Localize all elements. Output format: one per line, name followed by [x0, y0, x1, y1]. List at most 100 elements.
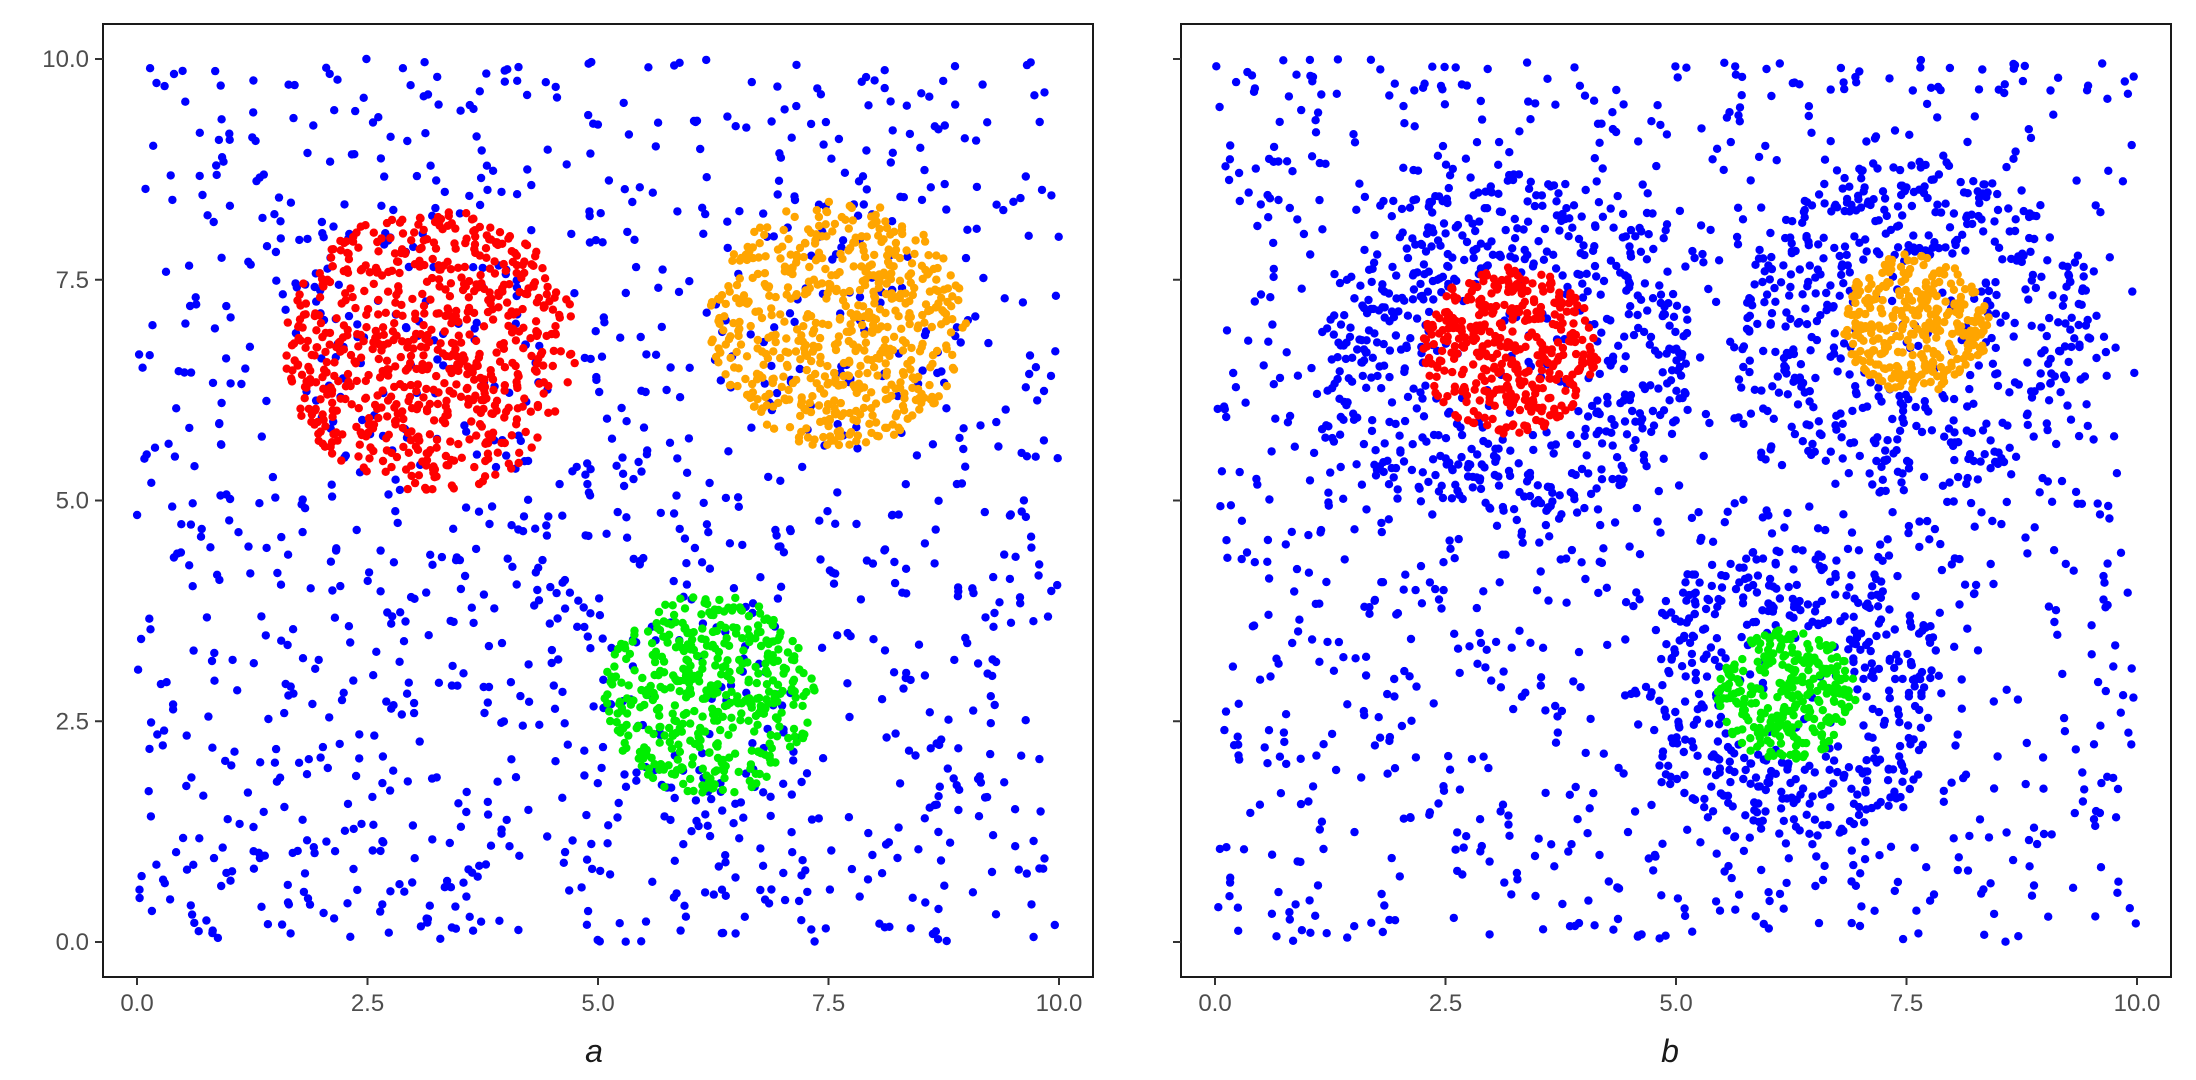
scatter-point [1631, 436, 1640, 445]
scatter-point [1293, 215, 1302, 224]
scatter-point [419, 321, 428, 330]
scatter-point [1385, 372, 1394, 382]
scatter-point [864, 101, 873, 110]
scatter-point [540, 302, 549, 311]
scatter-point [2029, 432, 2038, 441]
scatter-point [513, 76, 522, 86]
scatter-point [651, 142, 660, 151]
scatter-point [1311, 911, 1320, 920]
scatter-point [961, 462, 970, 471]
scatter-point [1609, 223, 1618, 232]
scatter-point [1485, 857, 1494, 866]
scatter-point [1427, 242, 1436, 251]
scatter-point [875, 224, 884, 234]
scatter-point [1581, 424, 1590, 434]
scatter-point [1027, 543, 1036, 552]
scatter-point [329, 222, 338, 231]
scatter-point [2123, 89, 2133, 99]
scatter-point [698, 658, 707, 667]
scatter-point [1434, 595, 1444, 604]
scatter-point [1668, 418, 1678, 427]
scatter-point [1223, 553, 1232, 562]
scatter-point [428, 835, 437, 844]
scatter-point [2027, 891, 2037, 900]
scatter-point [392, 290, 401, 300]
scatter-point [613, 813, 622, 822]
scatter-point [934, 125, 943, 134]
scatter-point [1606, 256, 1616, 265]
scatter-point [1780, 523, 1789, 532]
scatter-point [896, 378, 905, 387]
scatter-point [1319, 844, 1328, 854]
scatter-point [606, 716, 615, 726]
scatter-point [1453, 486, 1462, 495]
scatter-point [1472, 244, 1481, 254]
scatter-point [491, 470, 500, 479]
scatter-point [418, 365, 427, 375]
scatter-point [487, 502, 497, 511]
scatter-point [1937, 565, 1947, 575]
scatter-point [543, 832, 552, 841]
scatter-point [1640, 279, 1650, 288]
scatter-point [1433, 151, 1443, 160]
scatter-point [329, 245, 338, 254]
scatter-point [765, 291, 774, 300]
scatter-point [1758, 513, 1768, 522]
scatter-point [1454, 534, 1463, 544]
scatter-point [961, 253, 971, 263]
scatter-point [891, 238, 901, 248]
scatter-point [1567, 545, 1577, 555]
scatter-point [1895, 165, 1905, 175]
scatter-point [2061, 319, 2070, 328]
scatter-point [934, 827, 943, 837]
scatter-point [1798, 437, 1808, 446]
scatter-point [845, 327, 854, 337]
scatter-point [1444, 262, 1453, 271]
scatter-point [318, 439, 327, 448]
scatter-point [442, 876, 452, 886]
scatter-point [1035, 754, 1044, 764]
scatter-point [288, 625, 298, 634]
scatter-point [1604, 877, 1614, 886]
scatter-point [1473, 450, 1482, 459]
scatter-point [521, 427, 530, 437]
scatter-point [497, 718, 506, 727]
scatter-point [727, 713, 736, 722]
scatter-point [1005, 574, 1015, 584]
scatter-point [1982, 419, 1991, 428]
scatter-point [831, 569, 840, 578]
scatter-point [1315, 657, 1324, 666]
scatter-point [432, 443, 441, 452]
scatter-point [424, 631, 433, 640]
scatter-point [2000, 88, 2009, 98]
scatter-point [343, 369, 353, 379]
scatter-point [1421, 247, 1431, 256]
scatter-point [1036, 807, 1045, 816]
scatter-point [1830, 329, 1840, 338]
scatter-point [1460, 255, 1469, 265]
scatter-point [1659, 309, 1668, 319]
scatter-point [376, 154, 386, 163]
scatter-point [952, 479, 962, 489]
scatter-point [926, 183, 935, 192]
scatter-point [392, 331, 401, 340]
scatter-point [583, 906, 593, 916]
scatter-point [1462, 81, 1472, 90]
scatter-point [794, 643, 803, 653]
scatter-point [760, 269, 770, 278]
scatter-point [735, 207, 744, 216]
scatter-point [754, 747, 763, 757]
scatter-point [195, 171, 204, 181]
scatter-point [1638, 180, 1647, 189]
scatter-point [772, 388, 782, 398]
scatter-point [721, 340, 730, 349]
scatter-point [825, 885, 835, 894]
scatter-point [376, 846, 385, 856]
scatter-point [2103, 559, 2112, 568]
scatter-point [731, 873, 740, 882]
scatter-point [809, 683, 818, 692]
scatter-point [356, 330, 365, 340]
scatter-point [640, 687, 650, 696]
scatter-point [924, 251, 933, 260]
scatter-point [1419, 260, 1429, 269]
